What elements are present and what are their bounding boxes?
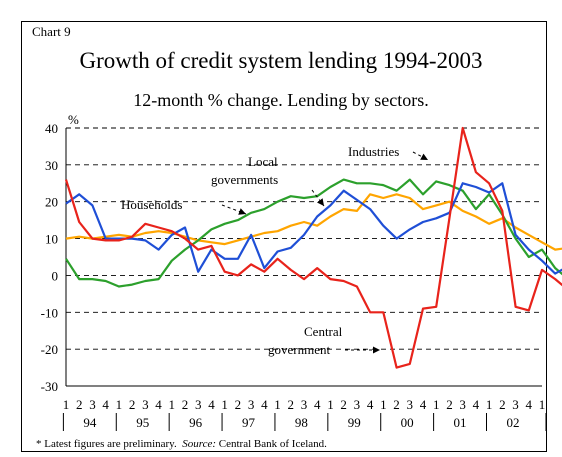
y-tick-label: -20 (41, 342, 58, 357)
annotation-central-government-line2: government (268, 342, 330, 357)
x-year-label: 99 (348, 415, 361, 430)
x-tick-label: 4 (526, 397, 533, 412)
x-tick-label: 4 (208, 397, 215, 412)
x-tick-label: 3 (195, 397, 202, 412)
x-year-label: 95 (136, 415, 149, 430)
x-year-label: 98 (295, 415, 308, 430)
y-tick-label: 0 (52, 268, 59, 283)
annotation-arrow-households (221, 204, 247, 215)
x-tick-label: 1 (221, 397, 228, 412)
x-tick-label: 2 (235, 397, 242, 412)
x-tick-label: 1 (274, 397, 281, 412)
x-tick-label: 4 (367, 397, 374, 412)
x-tick-label: 2 (340, 397, 347, 412)
x-tick-label: 3 (248, 397, 255, 412)
footnote-source-label: Source: (182, 438, 217, 450)
x-tick-label: 1 (169, 397, 176, 412)
chart-title: Growth of credit system lending 1994-200… (79, 48, 483, 73)
annotation-local-governments: Local (248, 154, 278, 169)
x-tick-label: 1 (116, 397, 123, 412)
x-tick-label: 3 (354, 397, 361, 412)
annotation-arrow-local-governments-head (317, 198, 324, 206)
x-tick-label: 3 (301, 397, 308, 412)
x-tick-label: 4 (261, 397, 268, 412)
x-year-label: 97 (242, 415, 256, 430)
x-tick-label: 1 (486, 397, 493, 412)
annotation-arrow-industries-head (420, 153, 428, 160)
x-tick-label: 1 (327, 397, 334, 412)
x-tick-label: 2 (446, 397, 453, 412)
x-tick-label: 1 (63, 397, 70, 412)
x-tick-label: 3 (142, 397, 149, 412)
x-tick-label: 3 (459, 397, 466, 412)
y-tick-label: 40 (45, 121, 58, 136)
x-tick-label: 3 (89, 397, 96, 412)
y-axis-unit-label: % (68, 112, 79, 127)
x-tick-label: 2 (76, 397, 83, 412)
footnote-note: * Latest figures are preliminary. (36, 438, 177, 450)
chart-number-label: Chart 9 (32, 24, 71, 39)
x-year-label: 02 (506, 415, 519, 430)
x-tick-label: 2 (499, 397, 506, 412)
x-year-label: 01 (454, 415, 467, 430)
x-tick-label: 1 (380, 397, 387, 412)
x-tick-label: 2 (129, 397, 136, 412)
series-line-households (65, 193, 562, 251)
x-tick-label: 3 (407, 397, 414, 412)
annotation-arrow-central-government-head (373, 346, 380, 354)
annotation-arrow-households-head (238, 208, 246, 215)
x-tick-label: 1 (433, 397, 440, 412)
annotation-local-governments-line2: governments (211, 172, 278, 187)
footnote: * Latest figures are preliminary. Source… (36, 438, 327, 450)
annotation-central-government: Central (304, 324, 343, 339)
x-tick-label: 4 (155, 397, 162, 412)
y-tick-label: 20 (45, 195, 58, 210)
x-year-label: 96 (189, 415, 203, 430)
y-tick-label: 30 (45, 158, 58, 173)
x-tick-label: 4 (473, 397, 480, 412)
x-tick-label: 2 (288, 397, 295, 412)
x-year-label: 94 (83, 415, 97, 430)
x-tick-label: 4 (102, 397, 109, 412)
chart-subtitle: 12-month % change. Lending by sectors. (133, 90, 429, 110)
x-tick-label: 3 (512, 397, 519, 412)
y-tick-label: -30 (41, 379, 58, 394)
series-line-local-governments (65, 182, 562, 275)
y-tick-label: 10 (45, 232, 58, 247)
x-tick-label: 1 (539, 397, 546, 412)
y-tick-label: -10 (41, 305, 58, 320)
x-tick-label: 2 (182, 397, 189, 412)
x-tick-label: 2 (393, 397, 400, 412)
x-tick-label: 4 (314, 397, 321, 412)
x-tick-label: 4 (420, 397, 427, 412)
footnote-source: Central Bank of Iceland. (218, 438, 327, 450)
x-year-label: 00 (401, 415, 414, 430)
series-line-central-government (64, 126, 562, 369)
annotation-industries: Industries (348, 144, 399, 159)
annotation-households: Households (121, 197, 182, 212)
